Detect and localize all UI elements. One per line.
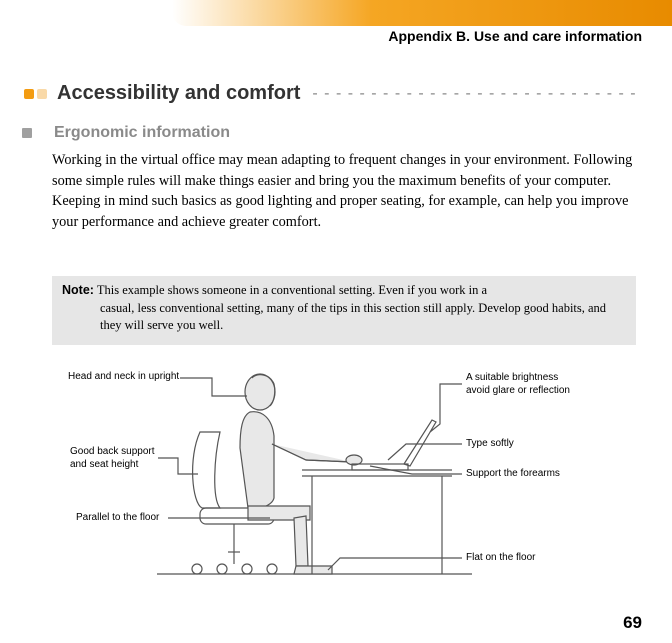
body-paragraph: Working in the virtual office may mean a… bbox=[52, 150, 636, 233]
section-heading-row: Accessibility and comfort - - - - - - - … bbox=[24, 82, 642, 105]
note-label: Note: bbox=[62, 283, 94, 297]
label-brightness-l1: A suitable brightness bbox=[466, 372, 570, 385]
appendix-title: Appendix B. Use and care information bbox=[0, 28, 642, 44]
note-box: Note: This example shows someone in a co… bbox=[52, 276, 636, 345]
label-back-support-l1: Good back support bbox=[70, 446, 155, 459]
subsection-bullet-icon bbox=[22, 128, 32, 138]
bullet-icon bbox=[37, 89, 47, 99]
label-flat-floor: Flat on the floor bbox=[466, 552, 535, 565]
section-title: Accessibility and comfort bbox=[57, 82, 300, 105]
section-bullets bbox=[24, 89, 47, 99]
page-number: 69 bbox=[623, 613, 642, 633]
label-parallel: Parallel to the floor bbox=[76, 512, 159, 525]
bullet-icon bbox=[24, 89, 34, 99]
note-text-line2: casual, less conventional setting, many … bbox=[62, 300, 626, 335]
label-brightness-l2: avoid glare or reflection bbox=[466, 385, 570, 398]
subsection-row: Ergonomic information bbox=[22, 124, 230, 142]
label-head-neck: Head and neck in upright bbox=[68, 371, 179, 384]
note-text-line1: This example shows someone in a conventi… bbox=[97, 283, 487, 297]
ergonomics-diagram: Head and neck in upright Good back suppo… bbox=[52, 348, 632, 598]
section-dash-rule: - - - - - - - - - - - - - - - - - - - - … bbox=[312, 85, 642, 103]
label-type-softly: Type softly bbox=[466, 438, 514, 451]
label-forearms: Support the forearms bbox=[466, 468, 560, 481]
subsection-title: Ergonomic information bbox=[54, 124, 230, 142]
header-gradient-bar bbox=[172, 0, 672, 26]
label-back-support-l2: and seat height bbox=[70, 459, 155, 472]
